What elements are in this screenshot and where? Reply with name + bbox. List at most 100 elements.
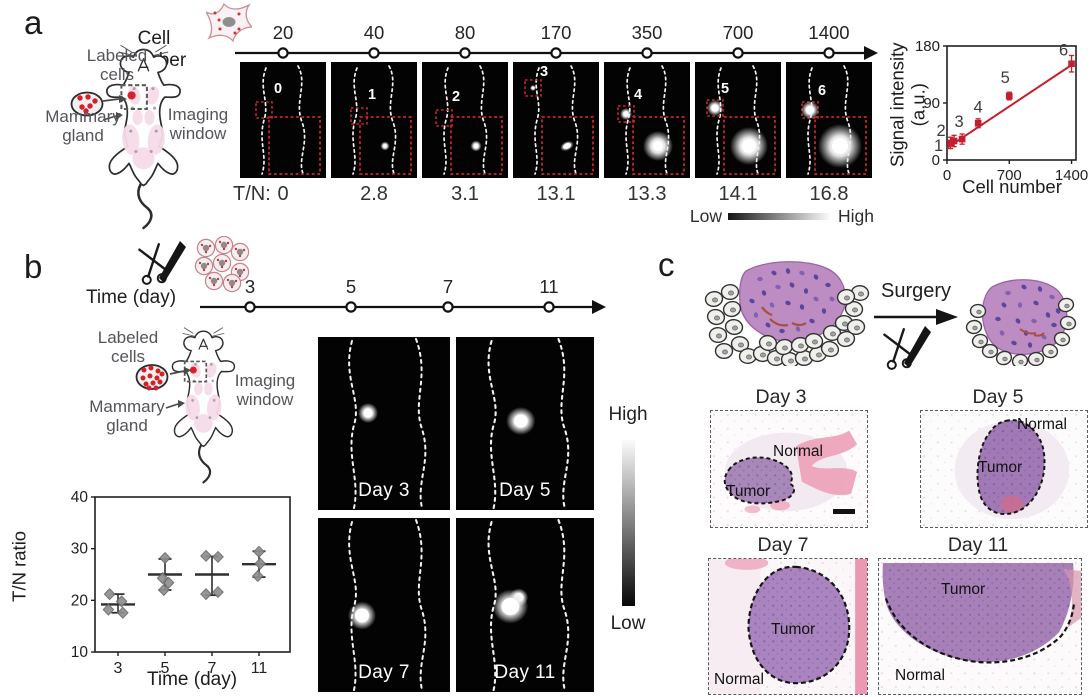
mouse-contour-right — [297, 65, 306, 177]
mammary-arrowhead — [116, 112, 123, 120]
data-point — [116, 606, 129, 619]
chart-a-xlabel: Cell number — [962, 176, 1062, 197]
roi-box — [350, 107, 368, 125]
imaging-tile-canvas — [348, 338, 427, 509]
timeline-node — [345, 301, 357, 313]
imaging-tile: 2 — [422, 62, 508, 178]
histology-day11: Tumor Normal — [878, 558, 1082, 695]
mouse-contour-right — [415, 338, 427, 509]
colorbar-high-label-b: High — [608, 404, 648, 425]
timeline-node — [732, 47, 744, 59]
mouse-contour-left — [443, 67, 449, 175]
timeline-value: 1400 — [808, 22, 849, 43]
imaging-tile-canvas: 4 — [617, 65, 685, 177]
imaging-tile: 3 — [513, 62, 599, 178]
tile-number: 4 — [634, 87, 642, 103]
tile-day-label: Day 3 — [358, 480, 410, 501]
imaging-tile-canvas: 3 — [524, 64, 594, 177]
mammary-gland-label-b: Mammary gland — [89, 397, 165, 436]
data-point — [212, 585, 224, 599]
data-point — [1068, 60, 1075, 68]
scale-bar — [833, 509, 855, 514]
point-label: 6 — [1059, 42, 1068, 60]
normal-label: Normal — [773, 443, 823, 460]
inset-box — [268, 116, 321, 175]
imaging-tile: 1 — [331, 62, 417, 178]
timeline-node — [823, 47, 835, 59]
cell-cluster-icon-b — [194, 236, 250, 293]
timeline-node — [543, 301, 555, 313]
imaging-tile: Day 7 — [318, 518, 450, 692]
tn-value: 2.8 — [360, 183, 388, 205]
single-cell-icon — [206, 2, 252, 42]
imaging-tile-canvas: 5 — [706, 65, 776, 177]
mouse-contour-right — [415, 519, 427, 691]
panel-b-letter: b — [24, 248, 43, 285]
chart-b-xlabel: Time (day) — [146, 669, 238, 690]
timeline-node — [442, 301, 454, 313]
imaging-window-label-b: Imaging window — [234, 371, 296, 410]
imaging-tile-canvas: 1 — [350, 65, 412, 177]
timeline-node — [244, 301, 256, 313]
tile-day-label: Day 5 — [499, 480, 551, 501]
mouse-contour-right — [557, 519, 570, 691]
timeline-node — [459, 47, 471, 59]
imaging-tile-canvas — [487, 519, 570, 691]
point-label: 3 — [955, 113, 964, 131]
histology-day5-title: Day 5 — [972, 386, 1024, 408]
tile-number: 5 — [721, 81, 729, 97]
y-tick-label: 40 — [71, 489, 89, 506]
tn-prefix: T/N: — [233, 183, 271, 205]
data-point — [958, 135, 966, 143]
data-point — [162, 576, 175, 589]
timeline-value: 7 — [443, 276, 453, 297]
tile-number: 1 — [368, 87, 376, 103]
point-label: 2 — [937, 122, 946, 140]
labeled-cells-arrow — [102, 98, 120, 102]
point-label: 1 — [934, 137, 943, 155]
normal-label: Normal — [1017, 416, 1067, 433]
roi-box — [617, 105, 635, 123]
imaging-tile: 0 — [240, 62, 326, 178]
imaging-tile: 5 — [695, 62, 781, 178]
signal-intensity-chart: 0 90 180 0 700 1400 12 345 6 — [915, 38, 1088, 184]
panel-a-letter: a — [24, 4, 43, 41]
histology-day3: Normal Tumor — [710, 410, 868, 528]
timeline-value: 170 — [541, 22, 572, 43]
tile-day-label: Day 11 — [494, 662, 556, 683]
mouse-contour-right — [479, 65, 488, 177]
mammary-arrow — [102, 115, 117, 121]
timeline-value: 80 — [455, 22, 476, 43]
normal-label: Normal — [714, 671, 764, 688]
data-point — [1005, 92, 1013, 100]
histology-day3-image — [711, 411, 867, 527]
mouse-contour-right — [661, 65, 670, 177]
colorbar-horizontal — [728, 213, 830, 220]
colorbar-vertical — [622, 440, 635, 606]
timeline-node — [641, 47, 653, 59]
histology-day7: Tumor Normal — [708, 558, 868, 695]
chart-a-ylabel: Signal intensity (a.u.) — [886, 42, 928, 167]
imaging-tile-canvas: 2 — [435, 65, 503, 177]
y-tick-label: 180 — [915, 38, 940, 55]
timeline-value: 11 — [539, 276, 558, 297]
y-tick-label: 90 — [923, 95, 940, 112]
histology-day11-image — [879, 559, 1081, 694]
timeline-value: 40 — [364, 22, 385, 43]
labeled-cells-arrow — [169, 370, 185, 375]
surgery-arrow — [874, 309, 958, 325]
data-point — [254, 557, 267, 570]
timeline-node — [368, 47, 380, 59]
chart-b-ylabel: T/N ratio — [8, 530, 30, 602]
colorbar-low-label-b: Low — [610, 613, 646, 634]
time-timeline: 3 5 7 11 — [200, 276, 606, 314]
y-tick-label: 0 — [932, 152, 940, 169]
mouse-contour-left — [807, 67, 813, 175]
mammary-arrowhead — [178, 400, 185, 408]
mouse-contour-left — [348, 521, 357, 691]
data-point — [950, 137, 958, 145]
pink-tissue — [795, 430, 858, 496]
imaging-tile: 4 — [604, 62, 690, 178]
imaging-tile: Day 11 — [456, 518, 594, 692]
